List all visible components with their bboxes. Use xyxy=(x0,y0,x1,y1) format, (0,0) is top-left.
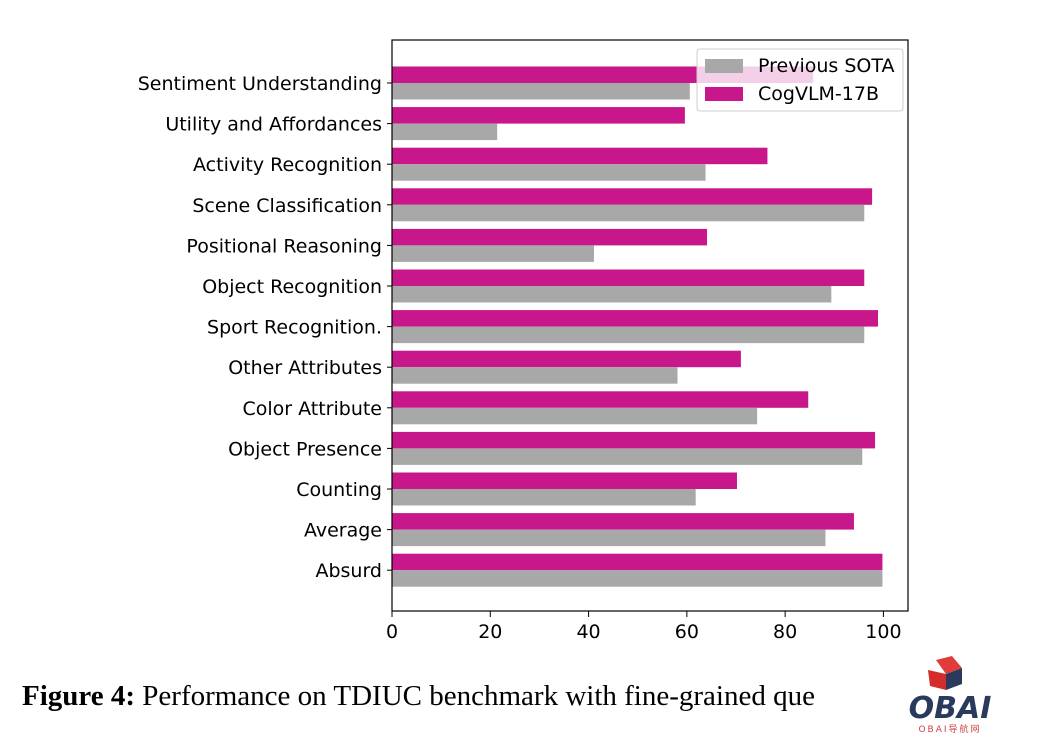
bar-cogvlm-17b-positional-reasoning xyxy=(392,228,708,246)
bar-previous-sota-object-recognition xyxy=(392,286,832,303)
bar-cogvlm-17b-utility-and-affordances xyxy=(392,107,685,124)
logo-subtext: OBAI导航网 xyxy=(918,723,981,735)
bars-layer xyxy=(392,66,883,587)
bar-cogvlm-17b-scene-classification xyxy=(392,188,873,205)
x-tick-label-20: 20 xyxy=(478,621,502,643)
caption-text: Performance on TDIUC benchmark with fine… xyxy=(135,680,815,712)
y-tick-label-utility-and-affordances: Utility and Affordances xyxy=(165,114,382,136)
figure-caption: Figure 4: Performance on TDIUC benchmark… xyxy=(22,680,882,713)
plot-frame xyxy=(391,39,909,612)
legend-label-previous-sota: Previous SOTA xyxy=(758,55,894,77)
y-tick-label-object-presence: Object Presence xyxy=(228,438,382,460)
bar-previous-sota-other-attributes xyxy=(392,367,678,384)
bar-previous-sota-scene-classification xyxy=(392,204,865,222)
x-tick-label-40: 40 xyxy=(576,621,600,643)
y-tick-label-other-attributes: Other Attributes xyxy=(228,357,382,379)
y-tick-label-sentiment-understanding: Sentiment Understanding xyxy=(138,73,382,95)
bar-cogvlm-17b-average xyxy=(392,513,854,530)
y-tick-label-scene-classification: Scene Classification xyxy=(192,195,382,217)
x-tick-label-100: 100 xyxy=(865,621,901,643)
bar-cogvlm-17b-activity-recognition xyxy=(392,147,768,165)
bar-previous-sota-sport-recognition xyxy=(392,326,865,344)
y-tick-label-absurd: Absurd xyxy=(315,560,382,582)
obai-logo: OBAI OBAI导航网 xyxy=(909,656,992,735)
y-tick-label-average: Average xyxy=(304,520,382,542)
bar-previous-sota-activity-recognition xyxy=(392,164,706,181)
bar-previous-sota-sentiment-understanding xyxy=(392,83,690,100)
x-tick-label-60: 60 xyxy=(675,621,699,643)
legend: Previous SOTA CogVLM-17B xyxy=(696,48,904,112)
bar-cogvlm-17b-color-attribute xyxy=(392,391,809,408)
y-tick-label-positional-reasoning: Positional Reasoning xyxy=(186,235,382,257)
y-axis: Sentiment Understanding Utility and Affor… xyxy=(138,73,392,582)
x-tick-label-0: 0 xyxy=(386,621,398,643)
logo-wordmark: OBAI xyxy=(909,691,992,726)
y-tick-label-color-attribute: Color Attribute xyxy=(242,398,382,420)
y-tick-label-object-recognition: Object Recognition xyxy=(202,276,382,298)
bar-cogvlm-17b-object-recognition xyxy=(392,269,865,286)
bar-cogvlm-17b-sport-recognition xyxy=(392,310,879,327)
bar-previous-sota-object-presence xyxy=(392,448,863,465)
x-tick-label-80: 80 xyxy=(773,621,797,643)
legend-box xyxy=(696,48,904,112)
x-axis: 0 20 40 60 80 100 xyxy=(386,611,902,643)
y-tick-label-sport-recognition: Sport Recognition. xyxy=(207,317,382,339)
bar-cogvlm-17b-counting xyxy=(392,472,737,489)
y-tick-label-counting: Counting xyxy=(296,479,382,501)
bar-previous-sota-positional-reasoning xyxy=(392,245,594,262)
bar-previous-sota-counting xyxy=(392,489,696,506)
bar-cogvlm-17b-object-presence xyxy=(392,431,876,449)
bar-cogvlm-17b-other-attributes xyxy=(392,350,741,368)
bar-previous-sota-absurd xyxy=(392,570,883,587)
caption-label: Figure 4: xyxy=(22,680,136,712)
cube-icon xyxy=(928,656,962,690)
bar-previous-sota-average xyxy=(392,529,826,547)
bar-previous-sota-color-attribute xyxy=(392,407,758,425)
bar-cogvlm-17b-absurd xyxy=(392,553,883,571)
legend-label-cogvlm: CogVLM-17B xyxy=(758,83,879,105)
legend-swatch-previous-sota xyxy=(705,59,743,73)
legend-swatch-cogvlm xyxy=(705,87,743,101)
y-tick-label-activity-recognition: Activity Recognition xyxy=(193,154,382,176)
bar-previous-sota-utility-and-affordances xyxy=(392,123,498,141)
